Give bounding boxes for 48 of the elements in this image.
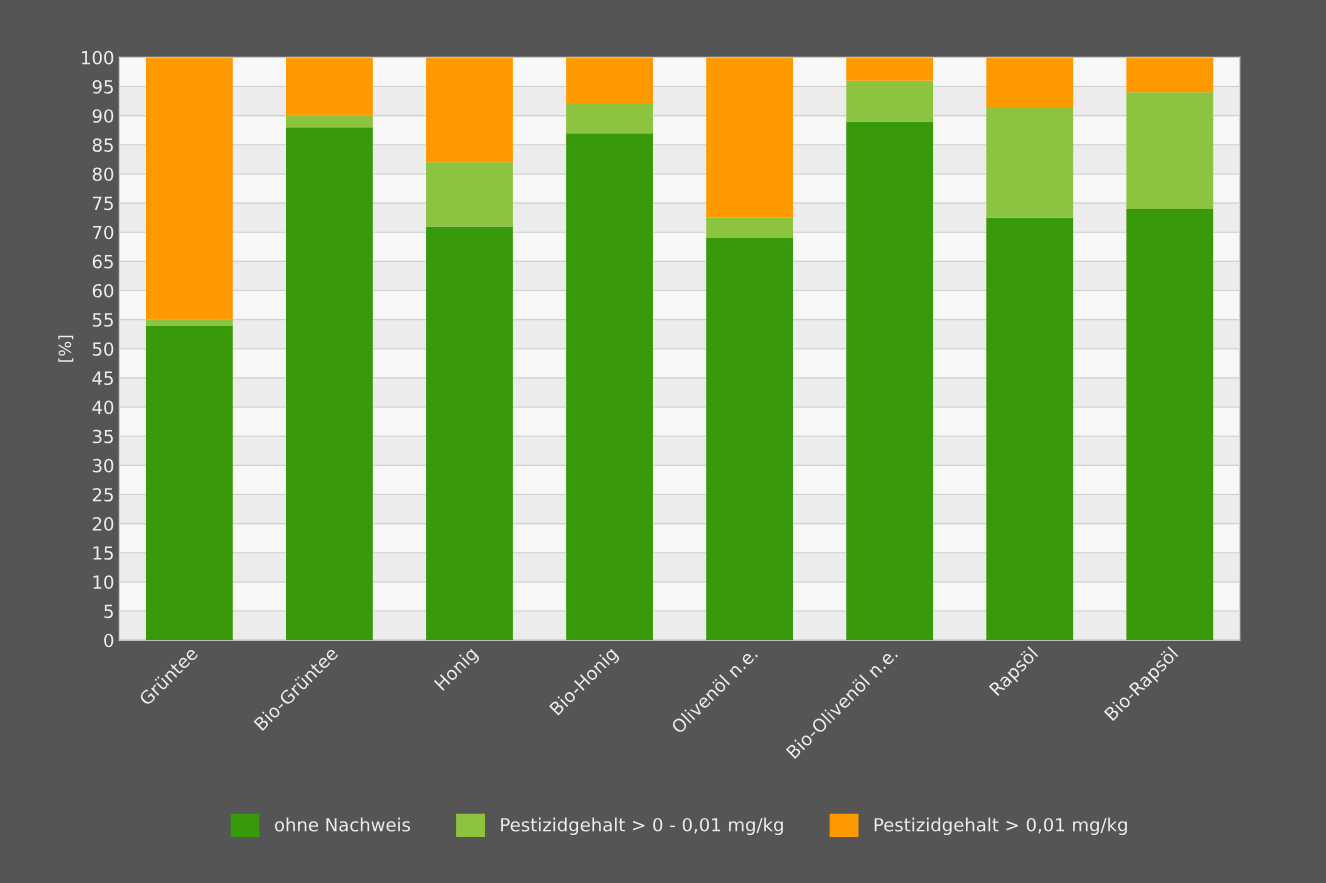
y-tick-label: 35 xyxy=(92,429,113,444)
legend-label: Pestizidgehalt > 0,01 mg/kg xyxy=(874,817,1127,836)
bar xyxy=(986,217,1074,641)
bar xyxy=(986,57,1074,107)
bar xyxy=(1126,92,1214,209)
y-tick-label: 5 xyxy=(104,604,113,619)
y-tick-label: 25 xyxy=(92,487,113,502)
bar xyxy=(286,57,373,116)
y-axis-title: [%] xyxy=(58,335,74,362)
bar xyxy=(1126,208,1214,641)
bar xyxy=(986,106,1074,218)
bar xyxy=(145,325,233,641)
bar xyxy=(566,104,653,134)
bar xyxy=(566,133,653,641)
y-tick-label: 15 xyxy=(93,546,113,560)
bar xyxy=(426,162,513,227)
bar xyxy=(145,57,233,320)
bar xyxy=(846,57,934,81)
bar xyxy=(846,121,934,641)
legend-label: ohne Nachweis xyxy=(274,817,411,832)
y-tick-label: 20 xyxy=(92,517,114,531)
y-tick-label: 85 xyxy=(92,138,113,152)
bar xyxy=(706,57,794,218)
bar xyxy=(286,115,373,128)
y-tick-label: 90 xyxy=(92,109,114,123)
y-tick-label: 0 xyxy=(104,633,114,648)
bar xyxy=(566,57,653,105)
bar xyxy=(706,217,794,239)
y-tick-label: 95 xyxy=(92,79,113,94)
bar xyxy=(846,80,934,122)
y-tick-label: 45 xyxy=(92,371,113,386)
bar xyxy=(286,127,373,641)
y-tick-label: 60 xyxy=(92,283,114,298)
bar xyxy=(1126,57,1214,93)
y-tick-label: 65 xyxy=(92,254,113,269)
bar xyxy=(426,57,513,163)
legend-label: Pestizidgehalt > 0 - 0,01 mg/kg xyxy=(501,817,783,836)
y-tick-label: 75 xyxy=(92,196,113,211)
y-tick-label: 30 xyxy=(92,458,114,473)
y-tick-label: 55 xyxy=(92,313,113,327)
bar xyxy=(706,238,794,641)
y-tick-label: 40 xyxy=(92,400,114,415)
y-tick-label: 10 xyxy=(93,575,114,590)
bar xyxy=(426,226,513,641)
y-tick-label: 70 xyxy=(92,225,114,240)
y-tick-label: 100 xyxy=(82,50,114,65)
y-tick-label: 50 xyxy=(92,342,114,356)
y-tick-label: 80 xyxy=(92,167,114,182)
